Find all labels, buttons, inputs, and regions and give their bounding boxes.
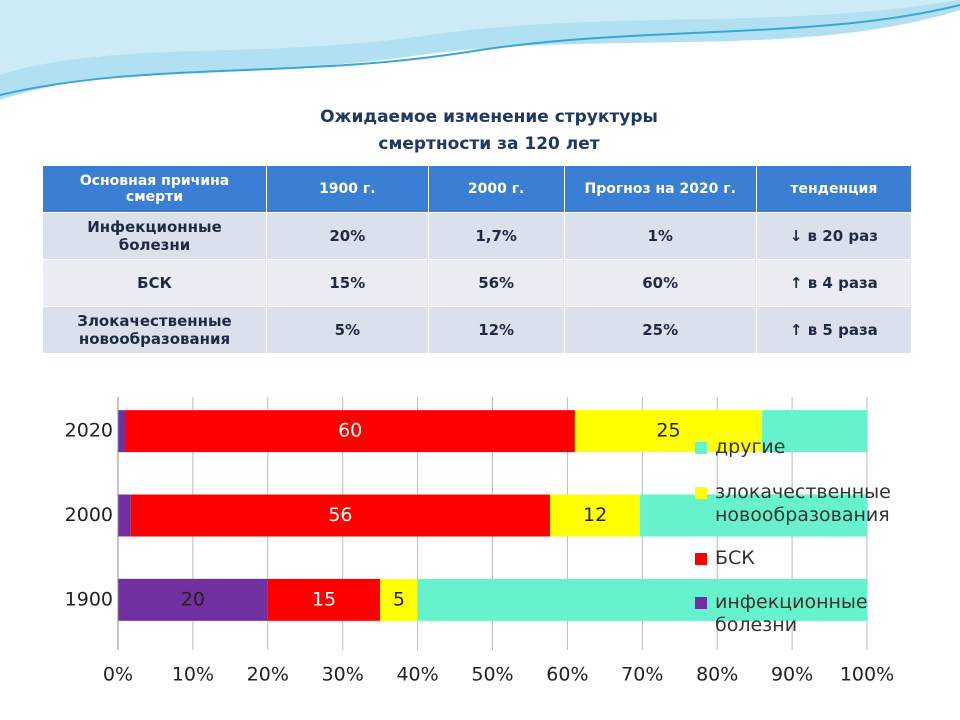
- table-row: БСК 15% 56% 60% ↑ в 4 раза: [41, 259, 913, 307]
- table-cell: Инфекционные болезни: [41, 212, 268, 260]
- data-label: 20: [181, 588, 205, 610]
- bar-segment: [550, 494, 641, 537]
- table-cell: 1,7%: [427, 212, 565, 260]
- bar-segment: [640, 494, 867, 537]
- legend-entry: БСК: [695, 547, 905, 570]
- x-tick-label: 60%: [546, 664, 588, 686]
- x-tick-label: 0%: [103, 664, 133, 686]
- x-tick-label: 50%: [471, 664, 513, 686]
- title: Ожидаемое изменение структуры смертности…: [320, 107, 658, 154]
- y-tick-label: 2020: [65, 420, 113, 442]
- table-row: Инфекционные болезни 20% 1,7% 1% ↓ в 20 раз: [41, 212, 913, 260]
- table-cell: 60%: [563, 259, 757, 307]
- table-cell: 56%: [427, 259, 565, 307]
- legend-swatch: [695, 597, 707, 609]
- table-cell: 5%: [266, 306, 429, 354]
- bar-segment: [574, 410, 763, 453]
- bar-segment: [380, 578, 418, 621]
- x-tick-label: 90%: [771, 664, 813, 686]
- data-label: 60: [338, 420, 362, 442]
- header-row: Основная причина смерти 1900 г. 2000 г. Про…: [41, 165, 913, 213]
- data-label: 15: [312, 588, 336, 610]
- legend-entry: другие: [695, 436, 905, 459]
- x-tick-label: 20%: [247, 664, 289, 686]
- legend-entry: злокачественные новообразования: [695, 481, 905, 527]
- x-tick-label: 80%: [696, 664, 738, 686]
- data-label: 56: [328, 504, 352, 526]
- data-table: Основная причина смерти 1900 г. 2000 г. Про…: [41, 165, 913, 354]
- x-tick-label: 100%: [840, 664, 894, 686]
- y-tick-label: 2000: [65, 504, 113, 526]
- bar-segment: [130, 494, 551, 537]
- data-label: 25: [656, 420, 680, 442]
- bar-segment: [417, 578, 867, 621]
- legend-swatch: [695, 487, 707, 499]
- legend-label: инфекционные болезни: [715, 591, 868, 636]
- legend-swatch: [695, 553, 707, 565]
- bar-segment: [118, 578, 268, 621]
- x-tick-label: 40%: [396, 664, 438, 686]
- data-label: 12: [583, 504, 607, 526]
- table-cell: 20%: [266, 212, 429, 260]
- header-cell: Основная причина смерти: [41, 165, 268, 213]
- bar-segment: [118, 494, 131, 537]
- table-row: Злокачественные новообразования 5% 12% 25% ↑…: [41, 306, 913, 354]
- bar-segment: [125, 410, 575, 453]
- y-tick-label: 1900: [65, 588, 113, 610]
- bar-segment: [762, 410, 867, 453]
- data-label: 5: [393, 588, 405, 610]
- table-cell: 15%: [266, 259, 429, 307]
- x-tick-label: 70%: [621, 664, 663, 686]
- bar-segment: [118, 410, 126, 453]
- legend-label: БСК: [715, 547, 755, 569]
- table-cell: ↑ в 5 раза: [755, 306, 913, 354]
- table-cell: 1%: [563, 212, 757, 260]
- bar-segment: [267, 578, 381, 621]
- x-tick-label: 10%: [172, 664, 214, 686]
- table-cell: Злокачественные новообразования: [41, 306, 268, 354]
- table-cell: 12%: [427, 306, 565, 354]
- legend-label: злокачественные новообразования: [715, 481, 891, 526]
- header-cell: 1900 г.: [266, 165, 429, 213]
- table-cell: ↓ в 20 раз: [755, 212, 913, 260]
- table-cell: 25%: [563, 306, 757, 354]
- legend-swatch: [695, 442, 707, 454]
- legend-entry: инфекционные болезни: [695, 591, 905, 637]
- wave-decoration: [0, 0, 960, 100]
- legend-label: другие: [715, 436, 786, 458]
- table-cell: БСК: [41, 259, 268, 307]
- x-tick-label: 30%: [322, 664, 364, 686]
